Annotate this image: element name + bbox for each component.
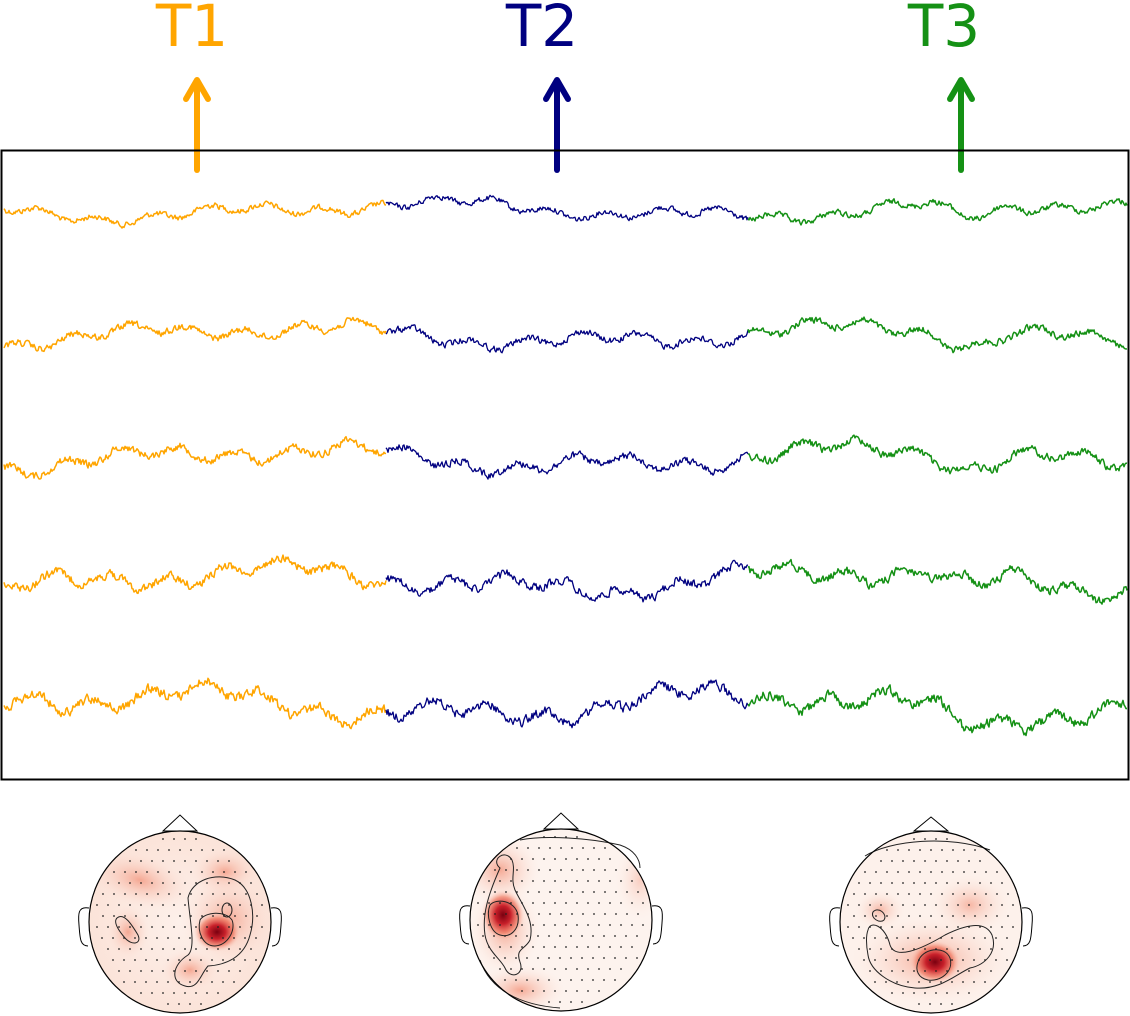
eeg-trace-ch1-segment-t3 [747,198,1128,226]
arrow-up-icon [947,77,975,173]
sensor-dots [477,836,644,1003]
eeg-trace-ch2-segment-t3 [747,316,1128,354]
arrow-up-icon [543,77,571,173]
eeg-trace-ch5-segment-t2 [385,679,749,729]
trace-panel-frame [0,149,1130,781]
sensor-dots [847,838,1014,1005]
topomap-t1 [78,814,282,1014]
eeg-trace-ch5-segment-t3 [747,684,1128,737]
eeg-trace-ch1-segment-t1 [3,199,387,229]
right-ear-icon [270,907,282,947]
nose-icon [912,816,950,832]
arrow-up-icon [183,77,211,173]
eeg-trace-ch1-segment-t2 [385,194,749,222]
nose-icon [161,814,199,832]
eeg-trace-ch4-segment-t2 [385,559,749,603]
right-ear-icon [1021,907,1033,947]
eeg-trace-ch3-segment-t3 [747,434,1128,475]
eeg-trace-ch4-segment-t3 [747,558,1128,605]
eeg-trace-ch3-segment-t1 [3,435,387,480]
eeg-trace-ch2-segment-t1 [3,316,387,353]
marker-label-t1: T1 [155,0,228,60]
eeg-traces [3,194,1128,737]
eeg-trace-ch4-segment-t1 [3,554,387,595]
event-arrows [183,77,975,173]
left-ear-icon [459,905,471,945]
topomap-t2 [459,812,663,1012]
eeg-trace-ch3-segment-t2 [385,444,749,480]
eeg-trace-ch2-segment-t2 [385,324,749,354]
right-ear-icon [651,905,663,945]
topomap-t3 [829,816,1033,1014]
sensor-dots [96,838,263,1005]
nose-icon [542,812,580,830]
marker-label-t2: T2 [505,0,578,60]
left-ear-icon [78,907,90,947]
marker-label-t3: T3 [907,0,980,60]
eeg-trace-ch5-segment-t1 [3,677,386,730]
left-ear-icon [829,907,841,947]
